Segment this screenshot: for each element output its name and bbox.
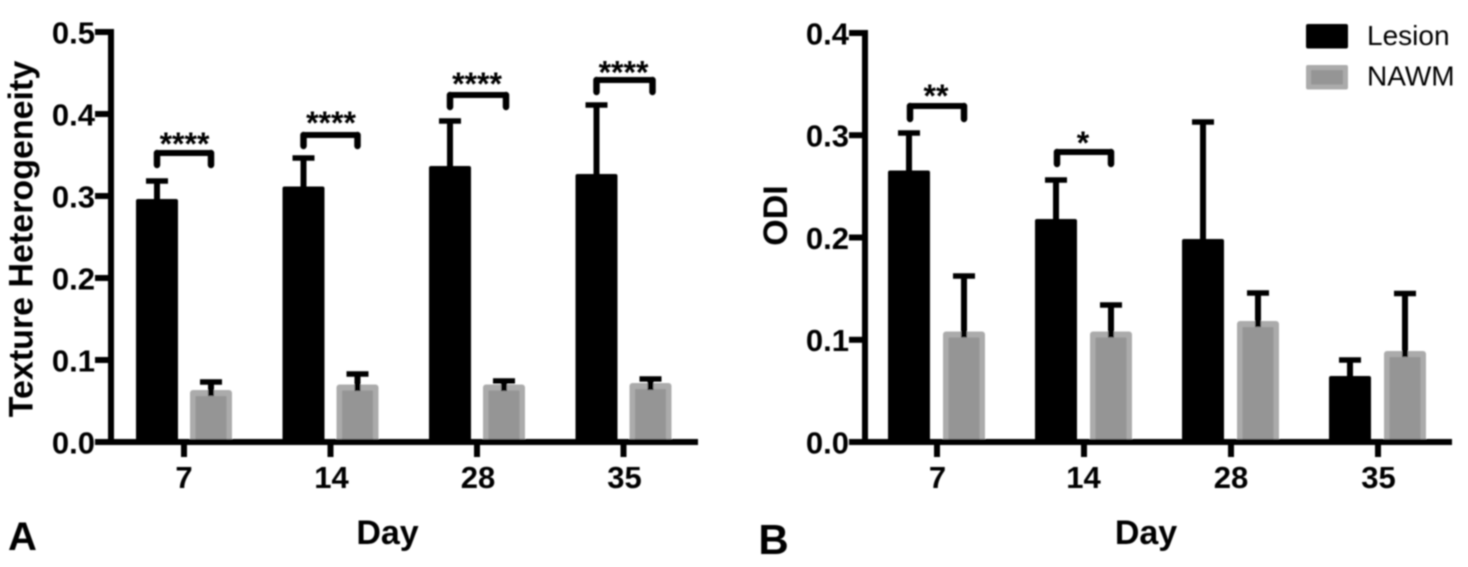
svg-text:7: 7 <box>929 460 946 495</box>
svg-text:**: ** <box>924 78 949 114</box>
svg-text:****: **** <box>306 105 356 141</box>
svg-text:0.3: 0.3 <box>806 119 849 154</box>
svg-text:28: 28 <box>1214 460 1248 495</box>
svg-text:35: 35 <box>1361 460 1395 495</box>
svg-text:0.0: 0.0 <box>52 425 95 460</box>
svg-text:7: 7 <box>175 460 192 495</box>
svg-text:NAWM: NAWM <box>1367 61 1455 92</box>
svg-text:0.2: 0.2 <box>806 221 849 256</box>
svg-text:Day: Day <box>1115 514 1177 552</box>
svg-text:ODI: ODI <box>757 185 795 245</box>
svg-text:0.1: 0.1 <box>52 343 95 378</box>
svg-text:28: 28 <box>461 460 495 495</box>
svg-text:0.1: 0.1 <box>806 323 849 358</box>
svg-text:B: B <box>758 516 788 563</box>
svg-text:0.3: 0.3 <box>52 179 95 214</box>
svg-text:0.4: 0.4 <box>806 16 850 51</box>
svg-text:A: A <box>8 515 37 559</box>
svg-text:14: 14 <box>314 460 349 495</box>
svg-text:0.5: 0.5 <box>52 15 95 50</box>
svg-text:Texture Heterogeneity: Texture Heterogeneity <box>3 61 41 418</box>
svg-text:35: 35 <box>607 460 641 495</box>
svg-text:14: 14 <box>1066 460 1101 495</box>
svg-text:0.0: 0.0 <box>806 425 849 460</box>
svg-text:Lesion: Lesion <box>1367 20 1450 51</box>
svg-text:****: **** <box>599 55 649 91</box>
svg-text:****: **** <box>160 126 210 162</box>
svg-text:Day: Day <box>356 514 418 552</box>
svg-text:0.4: 0.4 <box>52 97 96 132</box>
svg-text:0.2: 0.2 <box>52 261 95 296</box>
svg-text:****: **** <box>452 66 502 102</box>
svg-text:*: * <box>1077 125 1090 161</box>
